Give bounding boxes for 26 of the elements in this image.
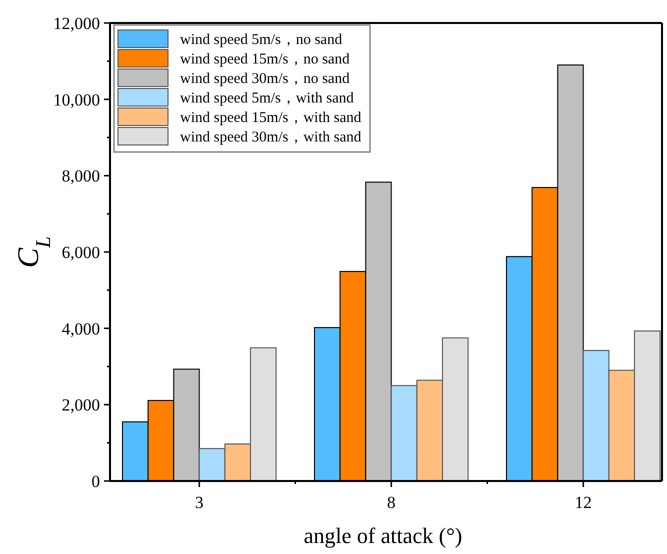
bar (416, 380, 443, 482)
bar (634, 330, 661, 482)
bar (390, 385, 418, 482)
legend-label: wind speed 15m/s，with sand (180, 110, 362, 126)
y-tick-label: 2,000 (62, 396, 100, 415)
bar (442, 337, 469, 482)
legend-label: wind speed 30m/s，no sand (180, 71, 350, 87)
y-tick-label: 12,000 (53, 14, 100, 33)
y-tick-label: 6,000 (62, 243, 100, 262)
x-axis-title: angle of attack (°) (304, 523, 462, 548)
y-tick-label: 4,000 (62, 319, 100, 338)
x-tick-label: 3 (195, 493, 204, 512)
x-tick-label: 8 (387, 493, 396, 512)
x-tick-label: 12 (574, 493, 592, 512)
bar (608, 370, 635, 482)
legend-label: wind speed 5m/s，with sand (180, 90, 354, 106)
y-tick-label: 8,000 (62, 166, 100, 186)
bar (250, 347, 277, 482)
legend-label: wind speed 15m/s，no sand (180, 52, 350, 68)
bar (224, 443, 251, 482)
legend-label: wind speed 5m/s，no sand (180, 32, 343, 48)
legend-label: wind speed 30m/s，with sand (180, 130, 362, 146)
y-tick-label: 0 (92, 472, 100, 491)
bar (198, 448, 226, 482)
y-tick-label: 10,000 (53, 90, 100, 110)
bar (582, 350, 610, 482)
